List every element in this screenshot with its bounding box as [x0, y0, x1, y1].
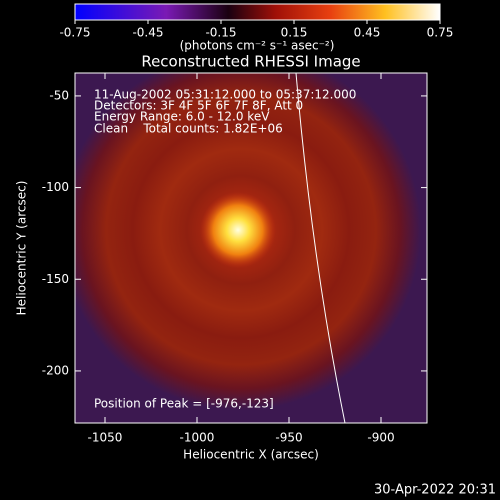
y-axis-label: Heliocentric Y (arcsec) — [15, 181, 29, 316]
y-tick-label: -150 — [42, 272, 69, 286]
colorbar-tick-label: 0.75 — [427, 26, 454, 40]
annotation: 11-Aug-2002 05:31:12.000 to 05:37:12.000 — [94, 88, 356, 102]
plot-frame — [74, 72, 428, 424]
colorbar-tick-label: -0.45 — [132, 26, 163, 40]
solar-limb — [295, 73, 346, 423]
x-tick-label: -1050 — [88, 431, 123, 445]
x-tick-label: -1000 — [180, 431, 215, 445]
annotation: Detectors: 3F 4F 5F 6F 7F 8F, Att 0 — [94, 99, 303, 113]
peak-label: Position of Peak = [-976,-123] — [94, 397, 274, 411]
x-axis-label: Heliocentric X (arcsec) — [183, 448, 319, 462]
colorbar-label: (photons cm⁻² s⁻¹ asec⁻²) — [180, 39, 335, 53]
colorbar-tick-label: -0.15 — [205, 26, 236, 40]
y-tick-label: -200 — [42, 363, 69, 377]
annotation: Energy Range: 6.0 - 12.0 keV — [94, 110, 270, 124]
footer-timestamp: 30-Apr-2022 20:31 — [374, 483, 496, 498]
y-tick-label: -100 — [42, 180, 69, 194]
image — [75, 73, 427, 423]
y-tick-label: -50 — [49, 88, 69, 102]
x-tick-label: -950 — [275, 431, 302, 445]
colorbar-frame — [74, 3, 441, 21]
annotation: Clean Total counts: 1.82E+06 — [94, 122, 283, 136]
colorbar — [75, 4, 440, 20]
chart-title: Reconstructed RHESSI Image — [141, 53, 360, 71]
colorbar-tick-label: -0.75 — [59, 26, 90, 40]
colorbar-tick-label: 0.15 — [281, 26, 308, 40]
colorbar-tick-label: 0.45 — [354, 26, 381, 40]
x-tick-label: -900 — [367, 431, 394, 445]
